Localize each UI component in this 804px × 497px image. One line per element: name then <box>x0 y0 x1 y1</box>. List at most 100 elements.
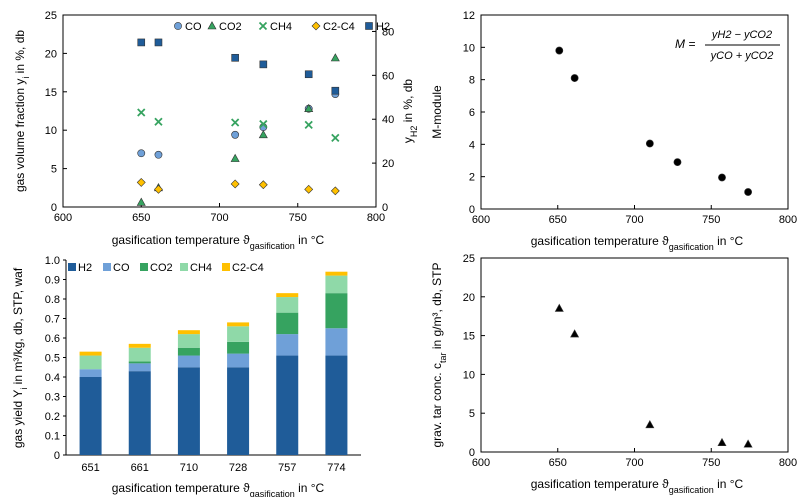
y-tick-label: 0.9 <box>45 275 60 287</box>
y2-tick-label: 60 <box>382 70 394 82</box>
data-point <box>555 46 564 55</box>
chart-m-module: 600 650 700 750 800 0 2 4 6 8 10 12 gasification tem… <box>430 10 797 252</box>
bar-segment-h2 <box>128 371 151 455</box>
data-point-c2-c4 <box>154 184 163 194</box>
bar-segment-co2 <box>276 312 299 335</box>
bar-segment-co <box>79 369 102 377</box>
x-tick-label: 600 <box>54 212 72 224</box>
data-point-ch4 <box>259 119 268 129</box>
y-axis-title: gas volume fraction yi in %, db <box>13 30 31 192</box>
data-point-ch4 <box>304 120 313 129</box>
x-tick-label: 600 <box>472 457 490 469</box>
data-point-h2 <box>154 38 163 47</box>
chart-tar-concentration: 600 650 700 750 800 0 5 10 15 20 25 gasification te… <box>430 253 797 495</box>
y-tick-label: 1.0 <box>45 255 60 267</box>
data-point-co <box>231 130 240 139</box>
bar-segment-c2-c4 <box>227 322 250 327</box>
bar-segment-ch4 <box>177 334 200 348</box>
data-point <box>744 188 752 196</box>
data-point <box>673 158 682 167</box>
y-tick-label: 10 <box>45 125 57 137</box>
legend-marker-ch4 <box>258 21 268 31</box>
x-tick-label: 728 <box>229 462 247 474</box>
y-tick-label: 4 <box>469 139 475 151</box>
bar-segment-co2 <box>128 361 151 364</box>
legend-marker-co <box>174 22 182 30</box>
legend-label: H2 <box>376 21 390 33</box>
formula-denominator: yCO + yCO2 <box>710 50 774 62</box>
data-point-ch4 <box>137 108 146 117</box>
bar-segment-co2 <box>177 347 200 356</box>
y-tick-label: 10 <box>463 369 475 381</box>
x-axis-title: gasification temperature ϑgasification i… <box>531 234 744 252</box>
y-tick-label: 0.8 <box>45 294 60 306</box>
legend-label: CH4 <box>270 21 292 33</box>
legend-label: CO2 <box>150 262 173 274</box>
bar-segment-co2 <box>325 293 348 329</box>
data-point-co2 <box>330 53 340 62</box>
y-tick-label: 25 <box>463 253 475 265</box>
y2-tick-label: 20 <box>382 158 394 170</box>
legend-label: C2-C4 <box>323 21 355 33</box>
bar-segment-ch4 <box>227 326 250 342</box>
y-tick-label: 0.4 <box>45 372 60 384</box>
data-point-co <box>154 150 163 159</box>
x-axis-title: gasification temperature ϑgasification i… <box>112 481 325 497</box>
bar-segment-co <box>128 363 151 372</box>
data-point-co2 <box>304 103 314 112</box>
legend-label: H2 <box>78 262 92 274</box>
legend-marker-h2 <box>365 22 373 30</box>
data-point-c2-c4 <box>258 180 268 190</box>
legend-label: CO <box>185 21 202 33</box>
bar-segment-c2-c4 <box>177 330 200 335</box>
x-tick-label: 700 <box>625 457 643 469</box>
x-axis-title: gasification temperature ϑgasification i… <box>112 233 325 251</box>
legend-label: CO <box>113 262 130 274</box>
y-tick-label: 0.7 <box>45 314 60 326</box>
y-axis-title: M-module <box>430 85 444 139</box>
formula-lhs: M = <box>675 37 695 51</box>
x-tick-label: 650 <box>132 212 150 224</box>
legend-marker-c2-c4 <box>311 21 321 31</box>
y2-tick-label: 0 <box>382 202 388 214</box>
data-point <box>718 173 726 182</box>
y-tick-label: 5 <box>51 164 57 176</box>
plot-frame <box>62 14 377 208</box>
y-tick-label: 6 <box>469 107 475 119</box>
bar-segment-co2 <box>227 341 250 354</box>
y-tick-label: 0.3 <box>45 392 60 404</box>
y-tick-label: 15 <box>463 331 475 343</box>
x-tick-label: 700 <box>625 214 643 226</box>
bar-segment-h2 <box>276 355 299 455</box>
formula-numerator: yH2 − yCO2 <box>711 29 772 41</box>
x-tick-label: 710 <box>180 462 198 474</box>
data-point-ch4 <box>154 117 163 126</box>
y-tick-label: 15 <box>45 87 57 99</box>
y-axis-title: gas yield Yi in m³/kg, db, STP, waf <box>11 267 29 448</box>
bar-segment-co <box>227 353 250 368</box>
y2-tick-label: 80 <box>382 26 394 38</box>
bar-segment-co <box>177 355 200 368</box>
data-point <box>717 437 727 446</box>
legend-marker-co2 <box>207 21 217 30</box>
bar-segment-h2 <box>79 377 102 455</box>
data-point-ch4 <box>331 133 340 143</box>
data-point <box>645 139 654 148</box>
legend-swatch-co2 <box>140 263 148 271</box>
data-point-h2 <box>331 86 340 95</box>
data-point-h2 <box>259 60 268 69</box>
x-tick-label: 774 <box>327 462 345 474</box>
x-tick-label: 750 <box>702 214 720 226</box>
y-tick-label: 0 <box>469 204 475 216</box>
data-point <box>743 439 753 448</box>
bar-segment-co <box>325 328 348 356</box>
y-tick-label: 0 <box>469 447 475 459</box>
bar-segment-c2-c4 <box>276 293 299 298</box>
legend-swatch-h2 <box>68 263 76 271</box>
data-point-h2 <box>231 53 239 62</box>
data-point-co2 <box>136 197 146 206</box>
bar-segment-c2-c4 <box>128 343 151 348</box>
plot-frame <box>480 14 789 210</box>
x-tick-label: 750 <box>289 212 307 224</box>
